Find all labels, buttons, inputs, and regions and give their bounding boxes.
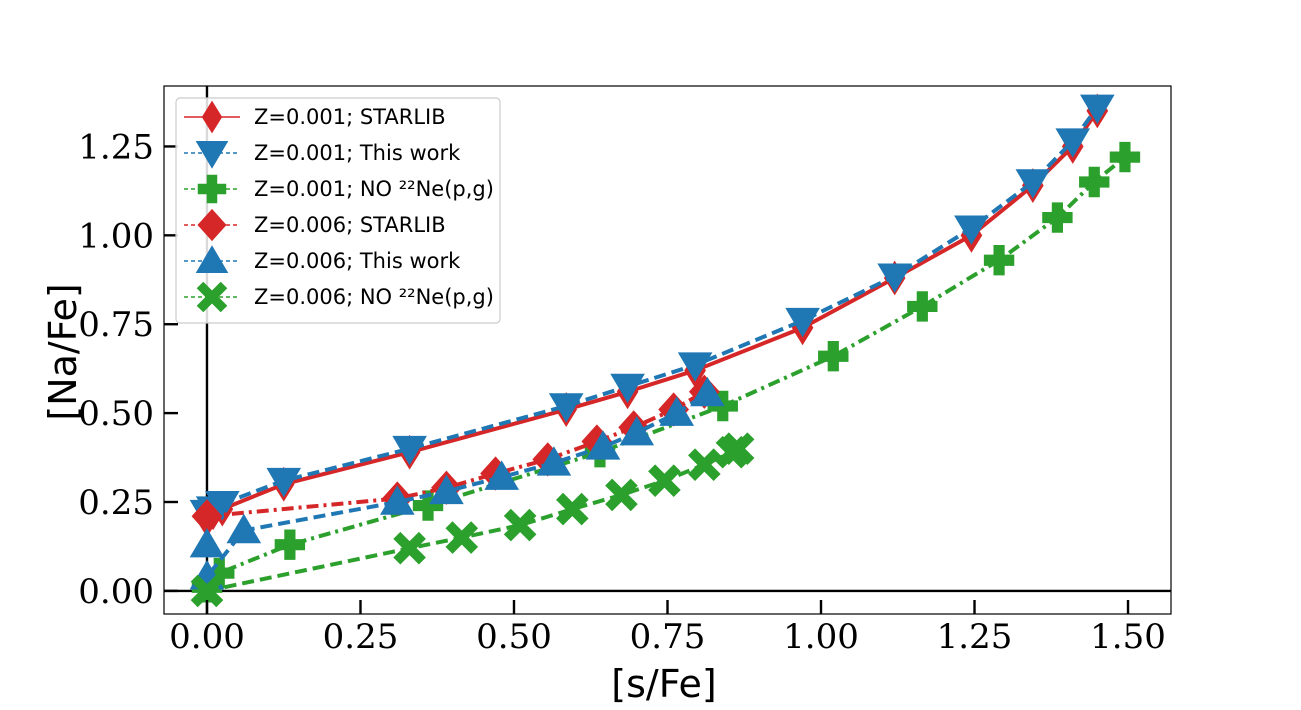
legend-marker [195,245,229,273]
legend-marker [196,281,228,313]
data-point [380,485,415,515]
y-axis-title: [Na/Fe] [41,283,85,420]
legend-label: Z=0.001; NO ²²Ne(p,g) [254,177,494,201]
data-point [688,448,721,481]
legend-item: Z=0.001; STARLIB [184,100,446,134]
y-tick-label: 0.50 [78,394,154,434]
x-axis-title: [s/Fe] [611,662,716,706]
data-point [1055,128,1091,158]
data-point [877,263,913,293]
data-point [484,460,520,490]
data-point [690,376,725,407]
data-point [189,527,225,558]
data-point [392,435,427,466]
legend-label: Z=0.006; STARLIB [254,213,446,237]
data-point [266,467,302,498]
x-tick-label: 1.00 [783,617,859,657]
legend-item: Z=0.006; This work [184,245,461,273]
legend-marker [197,174,227,204]
data-point [983,245,1015,276]
y-tick-label: 1.25 [78,127,154,167]
data-point [536,446,572,476]
series-layer [189,93,1141,608]
data-point [429,474,464,505]
legend-box [175,97,501,324]
legend-marker [197,208,227,242]
data-point [585,430,621,460]
y-tick-label: 0.00 [78,572,154,612]
data-point [1079,166,1110,198]
data-point [619,415,655,446]
series-line [204,391,709,579]
legend-marker [195,141,229,169]
data-point [785,307,820,338]
legend: Z=0.001; STARLIB Z=0.001; This work Z=0.00… [175,97,501,324]
legend-label: Z=0.006; NO ²²Ne(p,g) [254,285,494,309]
legend-label: Z=0.006; This work [254,249,461,273]
legend-item: Z=0.001; This work [184,141,461,169]
data-point [605,478,638,512]
data-point [1042,202,1073,233]
series-line [206,390,706,519]
data-point [648,464,681,497]
data-point [907,291,938,322]
legend-marker [201,100,223,134]
x-tick-label: 0.75 [630,617,706,657]
data-point [659,396,695,426]
legend-item: Z=0.006; NO ²²Ne(p,g) [184,281,494,313]
y-tick-label: 0.25 [78,483,154,523]
series-line [206,446,740,593]
data-point [274,529,306,560]
x-tick-label: 1.50 [1090,617,1166,657]
x-tick-label: 1.25 [937,617,1013,657]
data-point [677,352,713,382]
ticks-layer: 0.00 0.25 0.50 0.75 1.00 1.25 1.50 0.00 0.25 0.50… [78,127,1166,657]
data-point [548,393,584,423]
data-point [721,432,755,465]
data-point [1080,94,1115,125]
data-point [412,490,444,521]
data-point [190,574,224,608]
x-tick-label: 0.25 [323,617,399,657]
data-point [1015,169,1051,199]
legend-label: Z=0.001; STARLIB [254,105,446,129]
data-point [393,531,426,565]
legend-item: Z=0.001; NO ²²Ne(p,g) [184,174,494,204]
data-point [1109,141,1141,173]
data-point [204,557,235,589]
series-line [205,109,1099,522]
data-point [226,513,262,544]
series-6 [190,432,755,608]
legend-item: Z=0.006; STARLIB [184,208,446,242]
x-tick-label: 0.00 [169,617,245,657]
y-tick-label: 0.75 [78,305,154,345]
data-point [818,341,849,372]
data-point [445,521,479,554]
data-point [556,492,589,526]
x-tick-label: 0.50 [476,617,552,657]
y-tick-label: 1.00 [78,216,154,256]
data-point [503,508,537,542]
data-point [610,373,645,404]
legend-label: Z=0.001; This work [254,141,461,165]
data-point [954,215,989,245]
data-point [205,491,240,521]
